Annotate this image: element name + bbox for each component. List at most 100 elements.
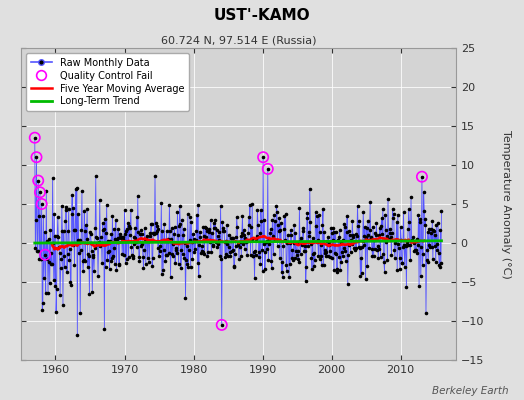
Point bbox=[361, 224, 369, 230]
Point bbox=[286, 261, 294, 267]
Point bbox=[336, 266, 344, 273]
Point bbox=[224, 244, 233, 251]
Point bbox=[394, 240, 402, 247]
Point bbox=[346, 248, 355, 255]
Point bbox=[182, 243, 191, 250]
Point bbox=[226, 253, 235, 259]
Point bbox=[287, 227, 295, 233]
Point bbox=[271, 218, 279, 225]
Point bbox=[137, 227, 145, 233]
Point bbox=[370, 237, 378, 243]
Point bbox=[125, 232, 134, 238]
Point bbox=[388, 230, 396, 236]
Point bbox=[374, 242, 382, 249]
Point bbox=[139, 265, 148, 272]
Point bbox=[82, 236, 91, 242]
Point bbox=[88, 289, 96, 296]
Point bbox=[366, 199, 374, 205]
Point bbox=[240, 227, 248, 233]
Point bbox=[266, 226, 275, 233]
Point bbox=[346, 232, 354, 238]
Point bbox=[41, 252, 49, 258]
Point bbox=[348, 234, 357, 240]
Point bbox=[435, 262, 443, 268]
Point bbox=[202, 225, 211, 231]
Point bbox=[309, 235, 317, 241]
Text: Berkeley Earth: Berkeley Earth bbox=[432, 386, 508, 396]
Point bbox=[236, 244, 244, 250]
Point bbox=[230, 263, 238, 269]
Point bbox=[351, 246, 359, 252]
Point bbox=[205, 228, 213, 235]
Point bbox=[333, 266, 342, 272]
Point bbox=[135, 258, 144, 264]
Point bbox=[429, 256, 437, 262]
Point bbox=[96, 243, 105, 249]
Point bbox=[324, 234, 332, 240]
Point bbox=[50, 277, 58, 283]
Point bbox=[236, 233, 245, 240]
Point bbox=[380, 259, 388, 266]
Point bbox=[386, 225, 394, 232]
Point bbox=[278, 259, 286, 265]
Point bbox=[401, 242, 409, 248]
Point bbox=[84, 251, 92, 257]
Y-axis label: Temperature Anomaly (°C): Temperature Anomaly (°C) bbox=[501, 130, 511, 278]
Point bbox=[410, 240, 418, 246]
Point bbox=[123, 256, 131, 262]
Point bbox=[49, 240, 57, 246]
Point bbox=[211, 225, 219, 231]
Point bbox=[93, 235, 101, 242]
Point bbox=[101, 215, 109, 222]
Point bbox=[232, 233, 241, 240]
Point bbox=[368, 246, 376, 252]
Point bbox=[175, 223, 183, 230]
Point bbox=[169, 253, 177, 259]
Point bbox=[42, 188, 50, 195]
Point bbox=[350, 245, 358, 252]
Point bbox=[359, 232, 368, 239]
Point bbox=[92, 173, 100, 180]
Point bbox=[221, 254, 230, 260]
Point bbox=[405, 206, 413, 212]
Point bbox=[395, 245, 403, 252]
Point bbox=[275, 227, 283, 234]
Point bbox=[282, 268, 291, 274]
Point bbox=[171, 245, 180, 251]
Point bbox=[39, 300, 47, 307]
Point bbox=[420, 208, 429, 214]
Point bbox=[283, 239, 291, 246]
Point bbox=[46, 280, 54, 286]
Point bbox=[108, 213, 117, 219]
Point bbox=[233, 224, 242, 230]
Point bbox=[64, 228, 72, 234]
Point bbox=[271, 237, 280, 244]
Point bbox=[231, 251, 239, 257]
Point bbox=[342, 258, 350, 264]
Point bbox=[222, 250, 231, 257]
Point bbox=[388, 206, 397, 212]
Point bbox=[134, 192, 142, 199]
Point bbox=[427, 225, 435, 232]
Point bbox=[319, 262, 328, 268]
Point bbox=[89, 252, 97, 258]
Point bbox=[310, 263, 318, 269]
Point bbox=[199, 249, 207, 255]
Point bbox=[141, 236, 149, 242]
Point bbox=[391, 240, 400, 246]
Point bbox=[292, 248, 300, 254]
Point bbox=[67, 282, 75, 288]
Point bbox=[329, 236, 337, 243]
Point bbox=[421, 222, 429, 228]
Point bbox=[394, 212, 402, 218]
Point bbox=[125, 223, 133, 229]
Point bbox=[127, 244, 136, 250]
Point bbox=[69, 242, 77, 248]
Point bbox=[332, 251, 341, 258]
Point bbox=[203, 253, 212, 260]
Point bbox=[283, 232, 292, 238]
Point bbox=[342, 229, 351, 235]
Point bbox=[345, 228, 353, 234]
Point bbox=[352, 231, 360, 238]
Point bbox=[369, 224, 377, 230]
